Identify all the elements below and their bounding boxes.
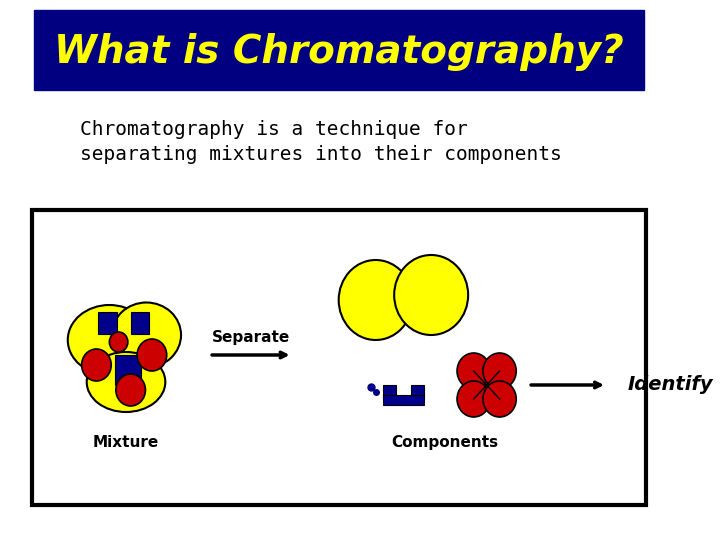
Text: What is Chromatography?: What is Chromatography? <box>54 33 624 71</box>
Ellipse shape <box>86 352 166 412</box>
Ellipse shape <box>112 302 181 368</box>
Circle shape <box>457 353 490 389</box>
FancyBboxPatch shape <box>32 210 646 505</box>
Bar <box>130 312 149 334</box>
Ellipse shape <box>68 305 151 375</box>
Text: Components: Components <box>392 435 498 450</box>
Circle shape <box>483 353 516 389</box>
Circle shape <box>81 349 111 381</box>
Text: Identify: Identify <box>627 375 713 395</box>
Bar <box>98 312 117 334</box>
FancyBboxPatch shape <box>34 10 644 90</box>
Circle shape <box>109 332 128 352</box>
Text: Chromatography is a technique for: Chromatography is a technique for <box>80 120 467 139</box>
Bar <box>115 355 141 385</box>
Circle shape <box>116 374 145 406</box>
Text: Separate: Separate <box>212 330 290 345</box>
Ellipse shape <box>338 260 413 340</box>
Circle shape <box>483 381 516 417</box>
Text: separating mixtures into their components: separating mixtures into their component… <box>80 145 562 164</box>
Text: Mixture: Mixture <box>93 435 159 450</box>
Circle shape <box>457 381 490 417</box>
Ellipse shape <box>394 255 468 335</box>
Bar <box>383 395 424 405</box>
Circle shape <box>137 339 167 371</box>
Bar <box>411 385 424 397</box>
Bar <box>383 385 396 397</box>
